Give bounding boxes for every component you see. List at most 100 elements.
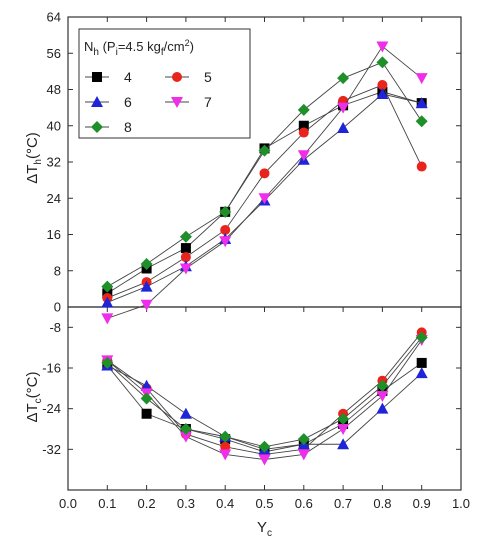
series-6-hot-point: [376, 88, 389, 100]
series-8-cold-point: [297, 433, 310, 446]
series-7-hot-point: [140, 299, 153, 311]
series-5-hot-point: [220, 224, 231, 235]
bottom-y-tick-label: -8: [49, 320, 61, 335]
axis-ticks: [67, 16, 462, 490]
legend-marker: [172, 72, 182, 82]
legend-entry-7: 7: [165, 94, 212, 110]
series-7-hot-point: [101, 313, 114, 325]
series-8-hot-point: [179, 230, 192, 243]
x-tick-label: 0.9: [413, 496, 431, 511]
series-7: [101, 41, 428, 466]
top-y-tick-label: 56: [47, 46, 61, 61]
legend-entry-5: 5: [165, 69, 212, 85]
legend-box: [78, 28, 251, 139]
x-tick-label: 0.4: [216, 496, 234, 511]
top-y-axis-title: ΔTh(°C): [24, 132, 44, 184]
series-6-cold-point: [415, 367, 428, 379]
series-8-cold-point: [219, 430, 232, 443]
top-y-tick-label: 8: [54, 263, 61, 278]
series-group: [101, 41, 428, 466]
series-8-cold-point: [179, 423, 192, 435]
series-7-cold-point: [337, 424, 350, 435]
x-tick-label: 0.1: [98, 496, 116, 511]
series-6-hot-point: [140, 280, 153, 292]
series-8-hot-point: [140, 257, 153, 270]
legend-label: 5: [204, 69, 212, 85]
axis-labels: 0.0 0.1 0.2 0.3 0.4 0.5 0.6 0.7 0.8 0.9 1.0 0 8 16 24 3…: [24, 10, 470, 540]
top-y-tick-label: 32: [47, 155, 61, 170]
series-6-cold-point: [179, 407, 192, 419]
series-8-hot-point: [415, 115, 428, 128]
legend-marker: [91, 96, 103, 107]
series-8-cold-point: [337, 412, 350, 425]
top-y-tick-label: 40: [47, 118, 61, 133]
series-5-hot-point: [416, 161, 427, 172]
series-7-hot-point: [376, 41, 389, 53]
series-4-hot-point: [298, 120, 309, 131]
series-6-cold-point: [337, 438, 350, 450]
legend-marker: [171, 97, 183, 108]
legend-marker: [91, 121, 103, 133]
top-y-tick-label: 64: [47, 10, 61, 25]
series-6-hot-point: [337, 122, 350, 134]
bottom-y-tick-label: -16: [42, 361, 61, 376]
series-8-hot-point: [219, 205, 232, 218]
series-8-cold-point: [415, 331, 428, 344]
series-7-cold-point: [376, 390, 389, 402]
series-7-hot-point: [258, 193, 271, 205]
series-6-hot-point: [101, 296, 114, 308]
legend-entry-8: 8: [85, 119, 132, 135]
x-tick-label: 1.0: [452, 496, 470, 511]
top-y-tick-label: 16: [47, 227, 61, 242]
bottom-y-tick-label: -32: [42, 442, 61, 457]
series-8-hot-point: [337, 72, 350, 85]
legend: Nh (Pi=4.5 kgf/cm2) 4 5 6 7 8: [78, 28, 251, 139]
series-8-cold-point: [140, 392, 153, 405]
series-8-cold-point: [101, 356, 114, 369]
series-4-hot-point: [180, 243, 191, 254]
x-tick-label: 0.2: [138, 496, 156, 511]
series-7-cold-point: [219, 449, 232, 461]
series-6-cold-point: [140, 379, 153, 391]
bottom-y-axis-title: ΔTc(°C): [24, 371, 44, 422]
top-y-tick-label: 24: [47, 191, 61, 206]
series-4-cold-point: [141, 408, 152, 419]
x-tick-label: 0.6: [295, 496, 313, 511]
x-tick-label: 0.7: [334, 496, 352, 511]
series-7-cold-point: [297, 449, 310, 461]
legend-entry-6: 6: [85, 94, 132, 110]
legend-entry-4: 4: [85, 69, 132, 85]
series-8-cold-point: [376, 379, 389, 392]
series-7-hot-point: [297, 150, 310, 162]
x-tick-label: 0.3: [177, 496, 195, 511]
series-5-hot-point: [259, 168, 270, 179]
series-8-hot-point: [101, 280, 114, 293]
series-7-hot-point: [219, 236, 232, 248]
series-8-cold-point: [258, 440, 271, 453]
legend-label: 8: [124, 119, 132, 135]
top-y-tick-label: 0: [54, 300, 61, 315]
series-8-hot-point: [297, 103, 310, 116]
legend-marker: [92, 72, 102, 82]
series-8-hot-point: [376, 56, 389, 69]
series-7-cold-point: [179, 431, 192, 443]
series-7-hot-point: [179, 263, 192, 275]
bottom-y-tick-label: -24: [42, 401, 61, 416]
series-6-cold-point: [376, 402, 389, 414]
x-tick-label: 0.8: [373, 496, 391, 511]
series-6-hot-point: [415, 97, 428, 109]
series-4-cold-point: [416, 357, 427, 368]
series-7-hot-point: [415, 73, 428, 85]
series-5-hot-point: [298, 127, 309, 138]
series-7-hot-point: [337, 102, 350, 114]
series-5-hot-point: [377, 79, 388, 90]
legend-label: 4: [124, 69, 132, 85]
series-8-hot-point: [258, 144, 271, 157]
legend-label: 7: [204, 94, 212, 110]
legend-label: 6: [124, 94, 132, 110]
series-8: [101, 56, 428, 453]
top-y-tick-label: 48: [47, 82, 61, 97]
x-axis-title: Yc: [257, 519, 272, 539]
series-5-hot-point: [180, 252, 191, 263]
